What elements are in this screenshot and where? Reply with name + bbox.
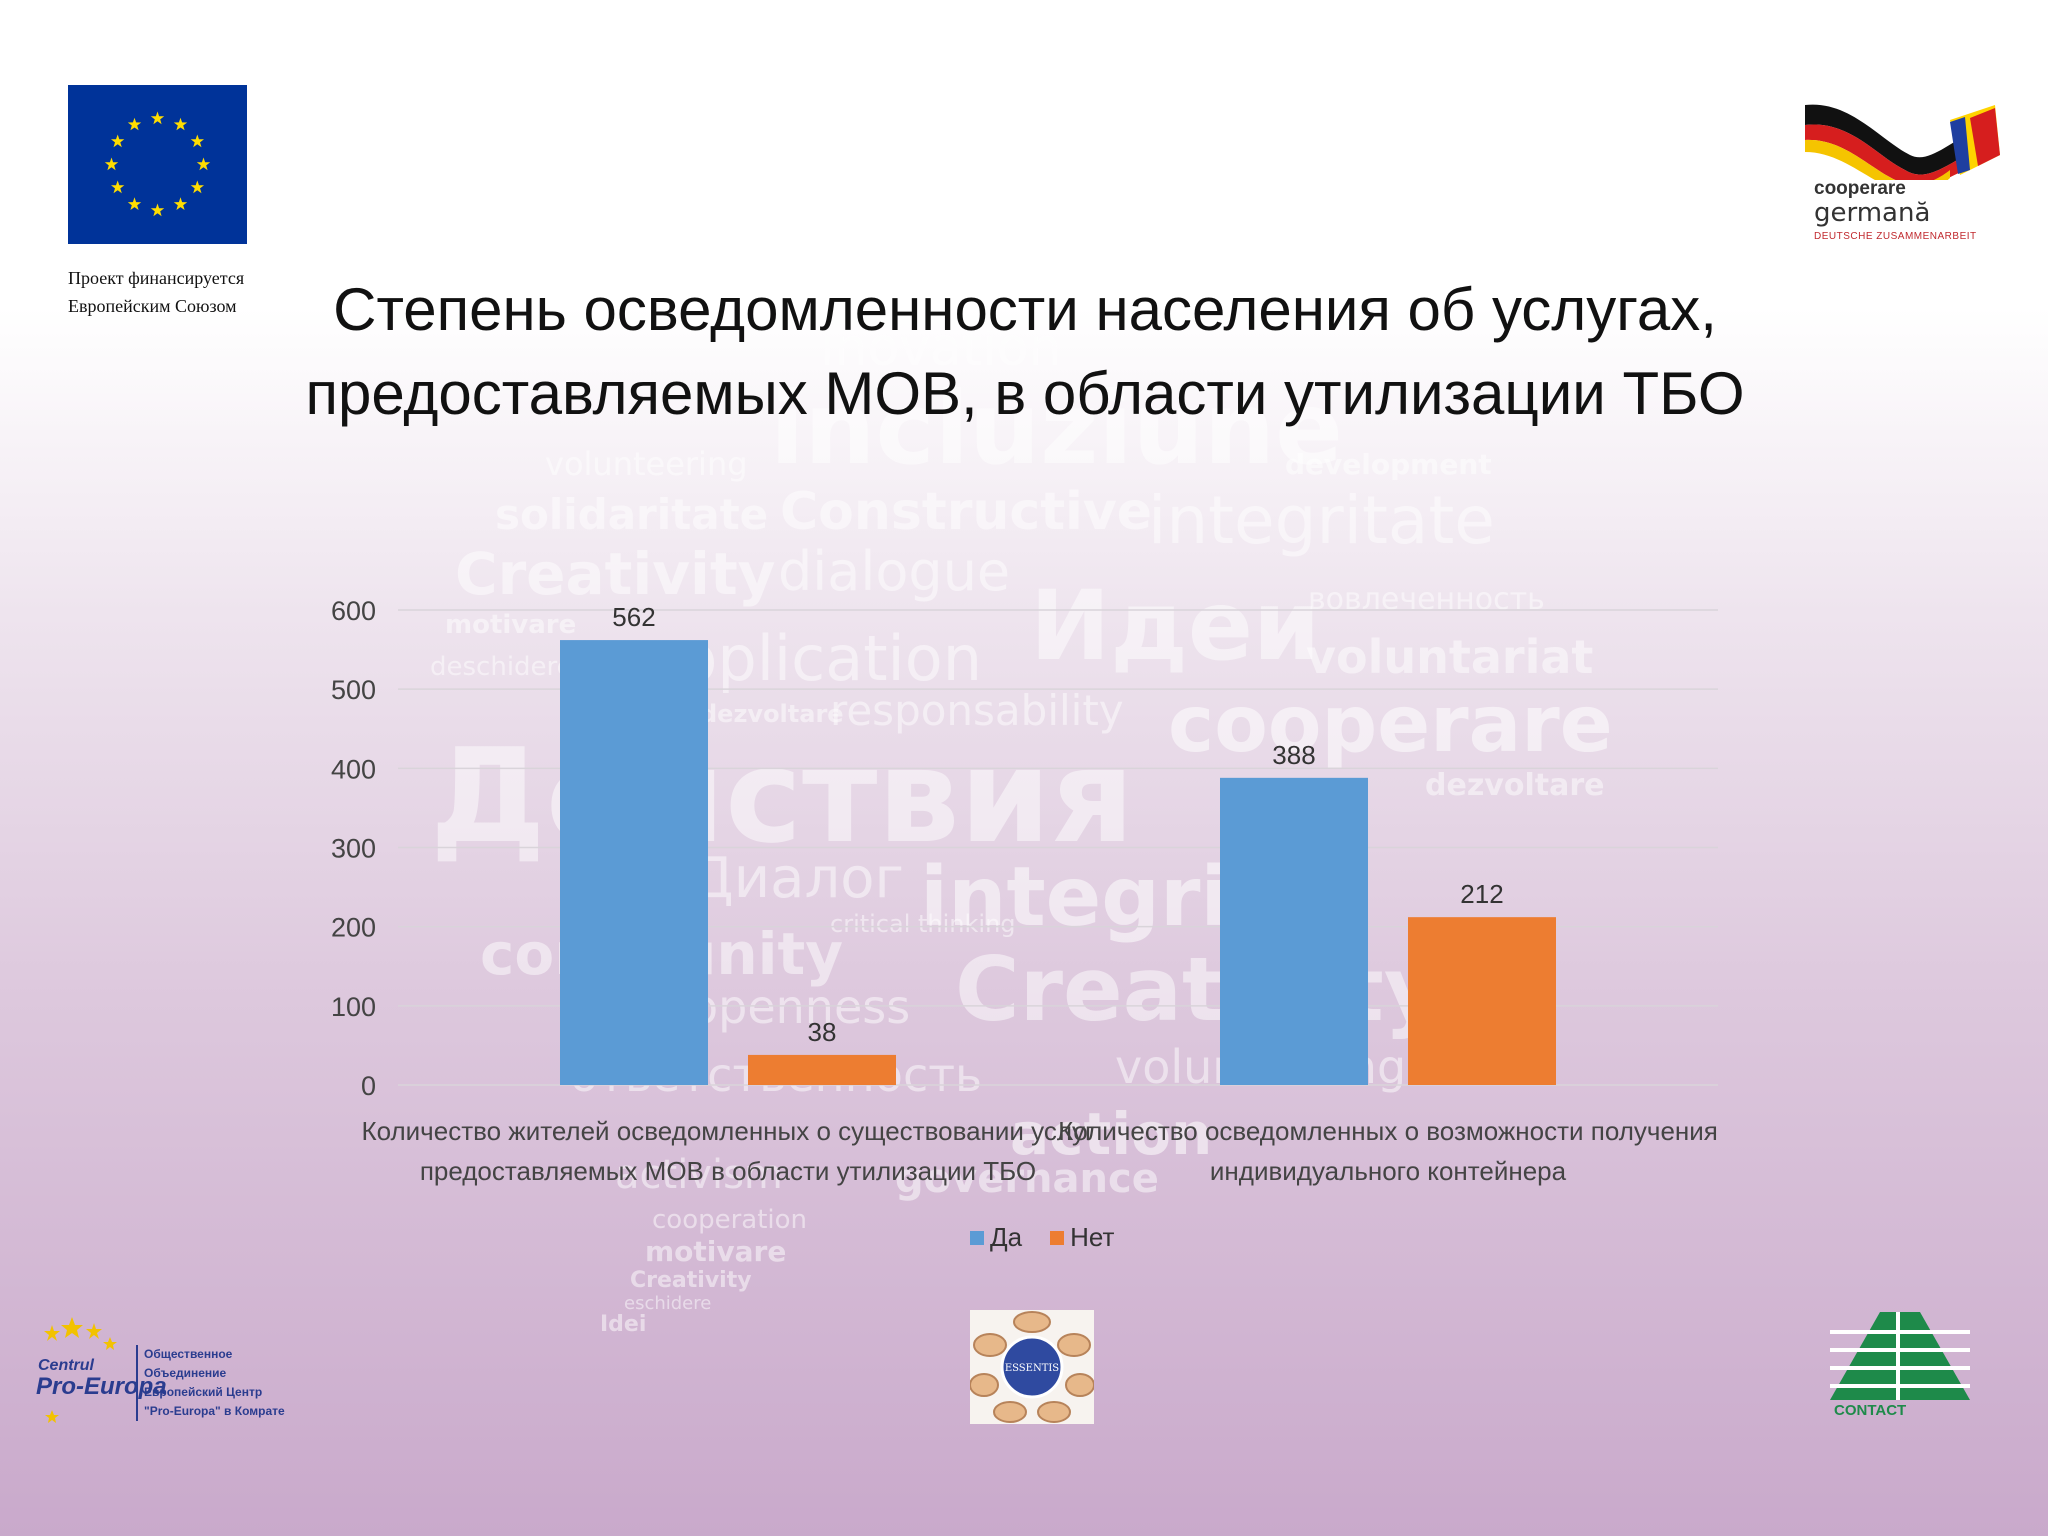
- eu-star-icon: [111, 180, 125, 194]
- y-tick-label: 300: [331, 834, 376, 864]
- eu-caption-line2: Европейским Союзом: [68, 296, 237, 316]
- y-tick-label: 500: [331, 675, 376, 705]
- organization-name: Общественное Объединение Европейский Цен…: [136, 1345, 292, 1421]
- background-word: integritate: [1148, 482, 1495, 559]
- x-category-label: предоставляемых МОВ в области утилизации…: [420, 1156, 1036, 1186]
- bar: [1408, 917, 1556, 1085]
- eu-star-icon: [150, 203, 165, 217]
- eu-star-icon: [111, 134, 125, 148]
- cooperare-text: cooperare: [1814, 178, 1906, 199]
- centrul-pro-europa-logo: Centrul Pro-Europa Общественное Объедине…: [32, 1315, 292, 1425]
- legend-swatch-net: [1050, 1230, 1065, 1245]
- pro-europa-text: Pro-Europa: [36, 1373, 167, 1400]
- y-tick-label: 600: [331, 596, 376, 626]
- title-line1: Степень осведомленности населения об усл…: [333, 276, 1717, 343]
- y-tick-label: 0: [361, 1071, 376, 1101]
- legend-item-da: Да: [970, 1222, 1022, 1253]
- eu-flag-logo: [68, 85, 247, 244]
- eu-star-icon: [173, 117, 188, 131]
- eu-star-icon: [173, 197, 188, 210]
- bar: [748, 1054, 896, 1085]
- eu-star-icon: [190, 180, 204, 194]
- legend-item-net: Нет: [1050, 1222, 1114, 1253]
- eu-star-icon: [127, 197, 142, 210]
- data-label: 212: [1460, 879, 1503, 909]
- cooperare-germana-logo: cooperare germană DEUTSCHE ZUSAMMENARBEI…: [1800, 100, 2000, 250]
- y-tick-label: 100: [331, 992, 376, 1022]
- pyramid-icon: [1830, 1312, 1970, 1400]
- legend-label-net: Нет: [1070, 1222, 1115, 1252]
- legend-swatch-da: [970, 1230, 984, 1245]
- data-label: 388: [1272, 740, 1315, 770]
- eu-star-icon: [190, 134, 204, 148]
- legend-label-da: Да: [990, 1222, 1023, 1252]
- eu-star-icon: [196, 157, 211, 171]
- eu-funding-caption: Проект финансируется Европейским Союзом: [68, 264, 244, 320]
- contact-text: CONTACT: [1834, 1402, 1907, 1419]
- essentis-text: ESSENTIS: [1005, 1363, 1059, 1374]
- bar: [560, 640, 708, 1085]
- eu-caption-line1: Проект финансируется: [68, 268, 245, 288]
- data-label: 562: [612, 602, 655, 632]
- centrul-text: Centrul: [38, 1357, 94, 1374]
- x-category-label: индивидуального контейнера: [1210, 1156, 1567, 1186]
- eu-star-icon: [104, 157, 119, 171]
- bar-chart: 0 100 200 300 400 500 600 562 38 Количество жител…: [331, 596, 1718, 1186]
- stars-circle-icon: [44, 1317, 117, 1423]
- page-title: Степень осведомленности населения об усл…: [300, 268, 1750, 436]
- background-word: volunteering: [545, 445, 748, 483]
- org-line1: Общественное Объединение: [144, 1347, 233, 1380]
- eu-star-icon: [127, 117, 142, 131]
- hands-circle-icon: ESSENTIS: [969, 1311, 1095, 1423]
- y-tick-label: 200: [331, 913, 376, 943]
- chart-legend: Да Нет: [970, 1222, 1114, 1253]
- data-label: 38: [808, 1017, 837, 1047]
- background-word: solidaritate: [495, 490, 769, 539]
- y-tick-label: 400: [331, 754, 376, 784]
- bar: [1220, 777, 1368, 1085]
- deutsche-zusammenarbeit-text: DEUTSCHE ZUSAMMENARBEIT: [1814, 231, 1977, 242]
- org-line2: Европейский Центр: [144, 1385, 263, 1399]
- title-line2: предоставляемых МОВ, в области утилизаци…: [305, 360, 1745, 427]
- background-word: development: [1285, 448, 1492, 481]
- x-category-label: Количество жителей осведомленных о сущес…: [361, 1116, 1094, 1146]
- contact-logo: CONTACT: [1830, 1310, 1970, 1425]
- org-line3: "Pro-Europa" в Комрате: [144, 1404, 285, 1418]
- background-word: eschidere: [624, 1293, 712, 1314]
- essentis-hands-logo: ESSENTIS: [969, 1310, 1095, 1424]
- background-word: Constructive: [780, 482, 1153, 542]
- x-category-label: Количество осведомленных о возможности п…: [1058, 1116, 1718, 1146]
- background-word: Idei: [600, 1312, 647, 1337]
- germana-text: germană: [1814, 198, 1931, 228]
- eu-star-icon: [150, 111, 165, 125]
- flag-ribbon-icon: [1805, 104, 2000, 194]
